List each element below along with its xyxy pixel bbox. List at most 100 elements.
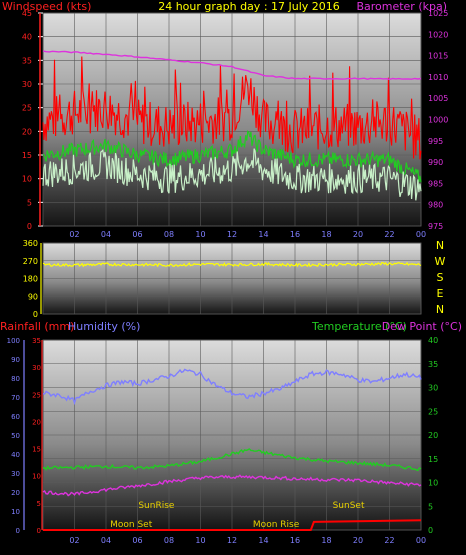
x-tick-label: 20 — [353, 230, 363, 239]
rainfall-tick-label: 30 — [32, 364, 41, 372]
x-tick-label: 04 — [101, 230, 111, 239]
compass-label: E — [437, 287, 444, 300]
compass-label: S — [437, 271, 444, 284]
x-tick-label: 02 — [69, 230, 79, 239]
wind-tick-label: 25 — [22, 104, 32, 113]
x-tick-label: 12 — [227, 230, 237, 239]
x-tick-label: 06 — [132, 230, 142, 239]
wind-chart-title: 24 hour graph day : 17 July 2016 — [158, 0, 340, 13]
x-tick-label: 18 — [321, 230, 331, 239]
x-tick-label: 12 — [227, 536, 237, 545]
direction-tick-label: 360 — [23, 239, 38, 248]
direction-left-axis: 0 90 180 270 360 — [23, 239, 42, 319]
wind-x-axis: 02 04 06 08 10 12 14 16 18 20 22 00 — [69, 230, 426, 239]
direction-tick-label: 90 — [28, 292, 38, 301]
humidity-left-axis: 0 10 20 30 40 50 60 70 80 90 100 — [7, 337, 25, 535]
x-tick-label: 02 — [69, 536, 79, 545]
temperature-tick-label: 10 — [428, 479, 438, 488]
barometer-tick-label: 1025 — [428, 9, 448, 18]
barometer-tick-label: 1005 — [428, 94, 448, 103]
rainfall-tick-label: 10 — [32, 473, 41, 481]
wind-tick-label: 10 — [22, 175, 32, 184]
annotation-label: SunRise — [138, 501, 175, 511]
barometer-tick-label: 995 — [428, 137, 443, 146]
barometer-tick-label: 975 — [428, 222, 443, 231]
temperature-tick-label: 20 — [428, 431, 438, 440]
x-tick-label: 10 — [195, 230, 205, 239]
humidity-tick-label: 50 — [11, 432, 20, 440]
direction-grid — [43, 242, 422, 315]
rainfall-tick-label: 15 — [32, 446, 41, 454]
temperature-tick-label: 25 — [428, 407, 438, 416]
temperature-tick-label: 30 — [428, 384, 438, 393]
temperature-tick-label: 35 — [428, 360, 438, 369]
humidity-tick-label: 70 — [11, 394, 20, 402]
humidity-line — [42, 368, 422, 406]
x-tick-label: 16 — [290, 536, 300, 545]
astro-annotations: SunRise Moon Set Moon Rise SunSet — [110, 501, 365, 530]
wind-tick-label: 35 — [22, 56, 32, 65]
wind-tick-label: 20 — [22, 127, 32, 136]
barometer-tick-label: 1015 — [428, 52, 448, 61]
barometer-axis-label: Barometer (kpa) — [356, 0, 447, 13]
barometer-tick-label: 1020 — [428, 30, 448, 39]
rainfall-line — [43, 519, 422, 531]
humidity-tick-label: 30 — [11, 470, 20, 478]
compass-label: N — [436, 303, 444, 316]
barometer-tick-label: 1010 — [428, 73, 448, 82]
barometer-line — [42, 50, 422, 81]
rainfall-tick-label: 20 — [32, 418, 41, 426]
dew-point-axis-label: Dew Point (°C) — [382, 320, 462, 333]
wind-tick-label: 15 — [22, 151, 32, 160]
x-tick-label: 08 — [164, 230, 174, 239]
rainfall-tick-label: 35 — [32, 337, 41, 345]
x-tick-label: 22 — [384, 536, 394, 545]
wind-tick-label: 0 — [27, 222, 32, 231]
barometer-tick-label: 980 — [428, 201, 443, 210]
temperature-tick-label: 15 — [428, 455, 438, 464]
annotation-label: Moon Rise — [253, 520, 300, 530]
temperature-right-axis: 0 5 10 15 20 25 30 35 40 — [428, 336, 438, 535]
rainfall-left-axis: 0 5 10 15 20 25 30 35 — [32, 337, 43, 535]
barometer-tick-label: 990 — [428, 158, 443, 167]
humidity-tick-label: 60 — [11, 413, 20, 421]
barometer-tick-label: 1000 — [428, 116, 448, 125]
x-tick-label: 00 — [416, 536, 426, 545]
dew_point-line — [42, 474, 422, 497]
gust-line — [42, 56, 422, 160]
temperature-panel: 0 10 20 30 40 50 60 70 80 90 100 0 5 10 15 20 25 30 35 0 5… — [0, 320, 462, 545]
wind-tick-label: 5 — [27, 198, 32, 207]
temperature-tick-label: 5 — [428, 502, 433, 511]
temperature-tick-label: 40 — [428, 336, 438, 345]
compass-label: N — [436, 239, 444, 252]
average-line — [42, 130, 422, 183]
wind-grid — [43, 12, 422, 227]
x-tick-label: 16 — [290, 230, 300, 239]
humidity-tick-label: 100 — [7, 337, 20, 345]
temperature-line — [42, 448, 422, 472]
humidity-tick-label: 0 — [16, 527, 20, 535]
rainfall-tick-label: 25 — [32, 391, 41, 399]
x-tick-label: 00 — [416, 230, 426, 239]
direction-tick-label: 0 — [33, 310, 38, 319]
wind-tick-label: 40 — [22, 33, 32, 42]
x-tick-label: 14 — [258, 230, 268, 239]
compass-label: W — [435, 255, 446, 268]
rainfall-tick-label: 0 — [37, 527, 41, 535]
direction-series — [42, 261, 422, 268]
x-tick-label: 22 — [384, 230, 394, 239]
wind-series — [42, 50, 422, 201]
direction-tick-label: 180 — [23, 275, 38, 284]
humidity-axis-label: Humidity (%) — [68, 320, 140, 333]
annotation-label: SunSet — [333, 501, 365, 511]
rainfall-axis-label: Rainfall (mm) — [0, 320, 74, 333]
direction-tick-label: 270 — [23, 257, 38, 266]
x-tick-label: 10 — [195, 536, 205, 545]
x-tick-label: 18 — [321, 536, 331, 545]
wind-left-axis: 0 5 10 15 20 25 30 35 40 45 — [22, 9, 43, 231]
temperature-series — [42, 368, 422, 531]
x-tick-label: 20 — [353, 536, 363, 545]
humidity-tick-label: 90 — [11, 356, 20, 364]
